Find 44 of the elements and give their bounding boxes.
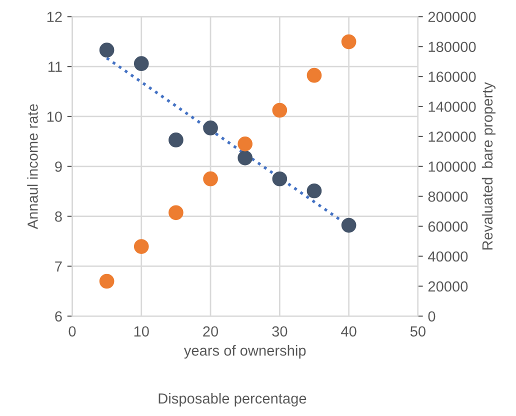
point xyxy=(134,56,149,71)
y2-axis-title: Revaluated bare property xyxy=(482,82,496,250)
point xyxy=(341,34,356,50)
y2-tick-label: 20000 xyxy=(428,281,468,292)
y2-tick-label: 60000 xyxy=(428,221,468,232)
point xyxy=(306,68,322,83)
x-tick-label: 0 xyxy=(68,326,76,337)
y2-tick-label: 0 xyxy=(428,311,436,322)
point xyxy=(203,171,218,186)
point xyxy=(272,171,288,186)
y-tick-label: 7 xyxy=(55,261,62,272)
x-tick-label: 30 xyxy=(272,326,288,337)
point xyxy=(168,205,184,220)
y2-tick-label: 160000 xyxy=(428,72,476,82)
y-axis-title: Annaul income rate xyxy=(27,104,38,230)
x-tick-label: 40 xyxy=(341,326,356,337)
y2-tick-label: 40000 xyxy=(428,251,468,262)
y2-tick-label: 100000 xyxy=(428,162,476,172)
y-tick-label: 8 xyxy=(55,211,62,222)
y-tick-label: 6 xyxy=(55,311,62,322)
y2-tick-label: 120000 xyxy=(428,132,476,142)
point xyxy=(203,120,218,136)
point xyxy=(272,102,288,118)
point xyxy=(238,136,253,152)
x-tick-label: 20 xyxy=(203,326,218,337)
y2-tick-label: 180000 xyxy=(428,42,476,52)
point xyxy=(168,132,184,148)
y-tick-label: 10 xyxy=(47,112,62,122)
point xyxy=(238,150,253,166)
y-tick-label: 11 xyxy=(48,62,62,72)
y-tick-label: 12 xyxy=(47,12,62,22)
y2-tick-label: 200000 xyxy=(428,12,476,22)
point xyxy=(341,218,356,233)
x-axis-title: years of ownership xyxy=(184,345,306,359)
x-tick-label: 50 xyxy=(410,326,426,337)
point xyxy=(99,42,114,58)
point xyxy=(99,274,114,289)
text: Disposable percentage xyxy=(158,392,306,407)
y2-tick-label: 80000 xyxy=(428,191,468,202)
y2-tick-label: 140000 xyxy=(428,102,476,112)
y-tick-label: 9 xyxy=(55,162,62,172)
point xyxy=(134,239,149,254)
point xyxy=(306,183,322,198)
x-tick-label: 10 xyxy=(134,326,149,337)
